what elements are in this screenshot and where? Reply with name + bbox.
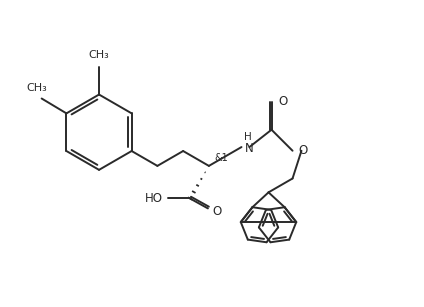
Text: H: H xyxy=(245,132,252,142)
Text: CH₃: CH₃ xyxy=(26,83,47,92)
Text: O: O xyxy=(279,95,288,108)
Text: HO: HO xyxy=(145,192,163,205)
Text: O: O xyxy=(213,205,222,218)
Text: &1: &1 xyxy=(215,153,229,163)
Text: CH₃: CH₃ xyxy=(89,50,109,60)
Text: N: N xyxy=(245,142,253,154)
Text: O: O xyxy=(298,144,308,157)
